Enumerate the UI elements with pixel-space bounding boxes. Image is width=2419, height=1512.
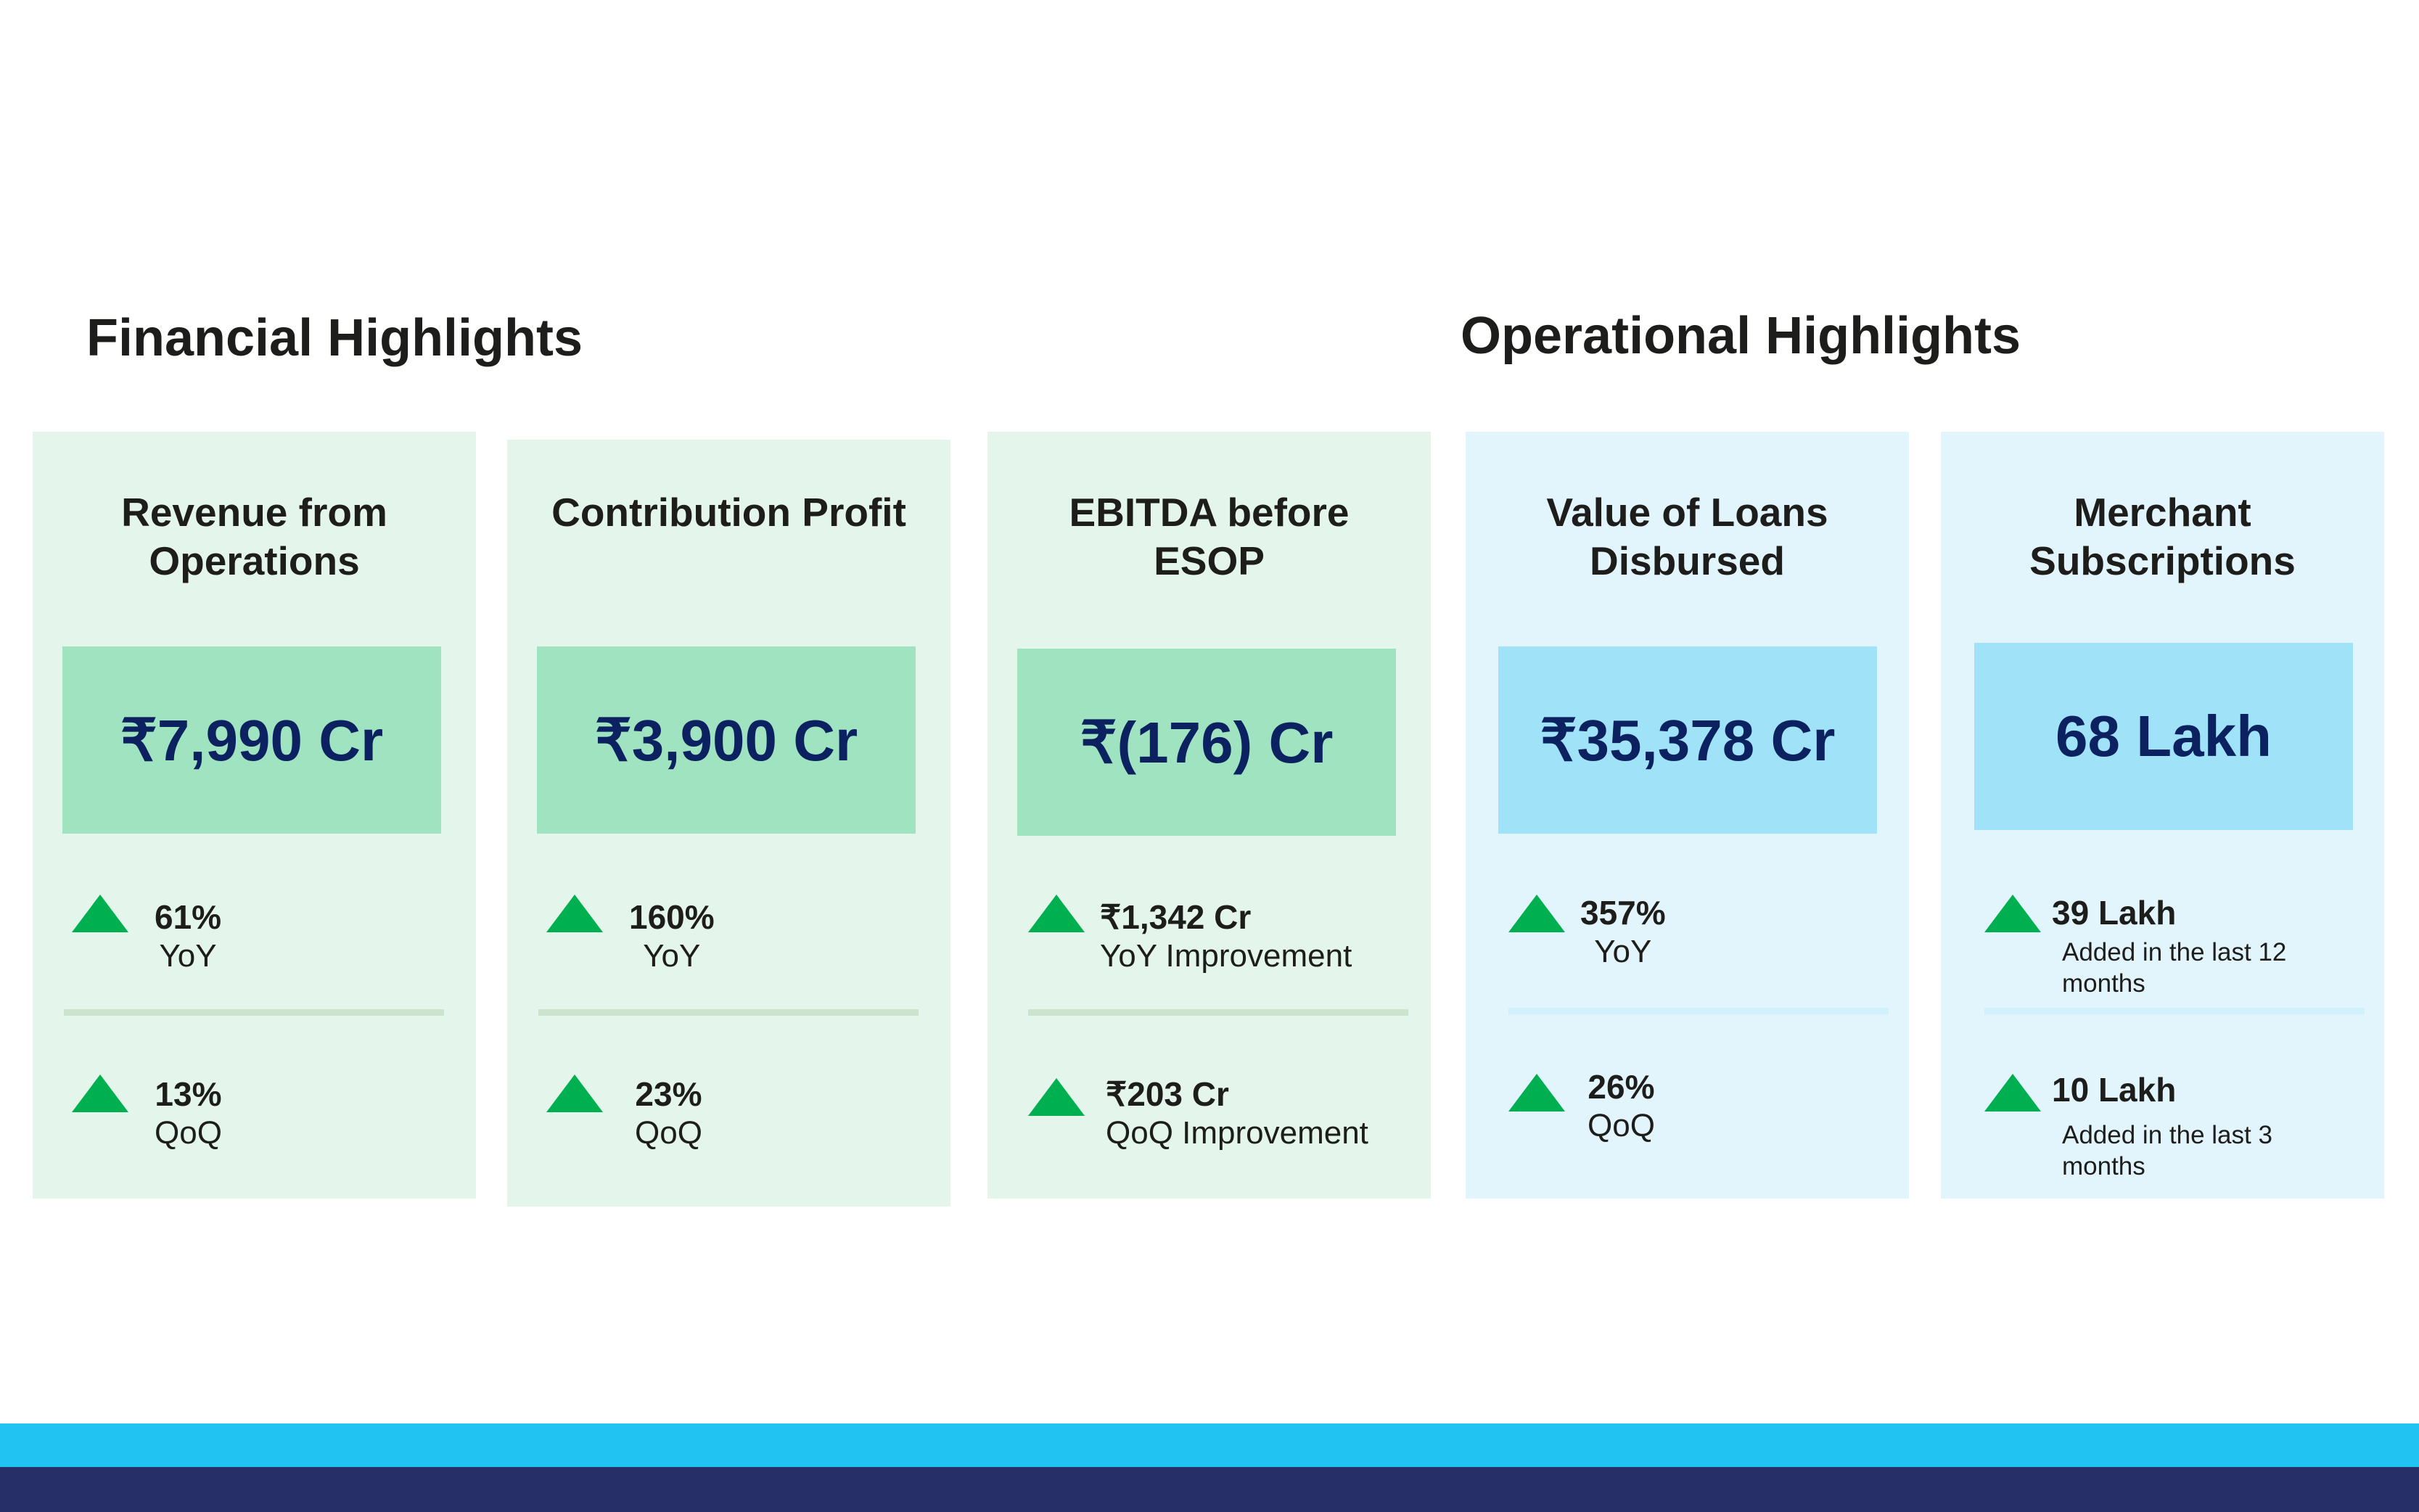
contribution-profit-card: Contribution Profit ₹3,900 Cr 160% YoY 2… bbox=[507, 440, 950, 1207]
metric-label: QoQ bbox=[155, 1115, 222, 1151]
merchant-subscriptions-card: Merchant Subscriptions 68 Lakh 39 Lakh A… bbox=[1941, 432, 2384, 1199]
metric-label: QoQ bbox=[1588, 1108, 1655, 1143]
metric-value: 160% bbox=[629, 898, 715, 936]
12-month-metric: 39 Lakh Added in the last 12 months bbox=[2052, 893, 2357, 999]
metric-label: Added in the last 12 months bbox=[2062, 938, 2287, 998]
revenue-card: Revenue from Operations ₹7,990 Cr 61% Yo… bbox=[33, 432, 476, 1199]
card-value: ₹7,990 Cr bbox=[62, 646, 441, 834]
metric-label: YoY bbox=[1594, 934, 1652, 969]
metric-label: YoY bbox=[159, 938, 217, 974]
qoq-metric: 13% QoQ bbox=[155, 1075, 222, 1153]
metric-value: 357% bbox=[1580, 894, 1666, 932]
financial-highlights-heading: Financial Highlights bbox=[86, 309, 583, 367]
divider bbox=[64, 1009, 444, 1016]
metric-value: 39 Lakh bbox=[2052, 894, 2177, 932]
yoy-metric: 357% YoY bbox=[1580, 893, 1666, 971]
triangle-up-icon bbox=[546, 1075, 603, 1112]
loans-disbursed-card: Value of Loans Disbursed ₹35,378 Cr 357%… bbox=[1466, 432, 1909, 1199]
triangle-up-icon bbox=[1508, 1074, 1565, 1112]
triangle-up-icon bbox=[72, 1075, 128, 1112]
qoq-metric: 23% QoQ bbox=[635, 1075, 702, 1153]
metric-value: 26% bbox=[1588, 1068, 1655, 1106]
triangle-up-icon bbox=[1984, 895, 2041, 932]
triangle-up-icon bbox=[72, 895, 128, 932]
card-value: ₹3,900 Cr bbox=[537, 646, 916, 834]
metric-value: 13% bbox=[155, 1075, 222, 1113]
yoy-metric: 61% YoY bbox=[155, 897, 221, 976]
triangle-up-icon bbox=[546, 895, 603, 932]
card-title: Revenue from Operations bbox=[121, 490, 387, 583]
footer-band-light bbox=[0, 1423, 2419, 1467]
qoq-metric: 26% QoQ bbox=[1588, 1067, 1655, 1146]
metric-value: ₹1,342 Cr bbox=[1100, 898, 1252, 936]
triangle-up-icon bbox=[1508, 895, 1565, 932]
ebitda-card: EBITDA before ESOP ₹(176) Cr ₹1,342 Cr Y… bbox=[987, 432, 1431, 1199]
metric-value: 23% bbox=[635, 1075, 702, 1113]
divider bbox=[1984, 1008, 2365, 1014]
qoq-metric: ₹203 Cr QoQ Improvement bbox=[1106, 1075, 1368, 1153]
card-value: 68 Lakh bbox=[1974, 643, 2353, 830]
divider bbox=[1508, 1008, 1889, 1014]
divider bbox=[1028, 1009, 1408, 1016]
metric-label: YoY bbox=[643, 938, 701, 974]
footer-band-dark bbox=[0, 1467, 2419, 1512]
operational-highlights-heading: Operational Highlights bbox=[1461, 307, 2021, 365]
metric-label: Added in the last 3 months bbox=[2062, 1121, 2272, 1180]
yoy-metric: 160% YoY bbox=[629, 897, 715, 976]
triangle-up-icon bbox=[1028, 1078, 1085, 1116]
metric-label: QoQ Improvement bbox=[1106, 1115, 1368, 1151]
card-value: ₹(176) Cr bbox=[1017, 649, 1396, 836]
card-title: Contribution Profit bbox=[551, 490, 906, 535]
card-title: Merchant Subscriptions bbox=[2029, 490, 2296, 583]
divider bbox=[538, 1009, 919, 1016]
3-month-metric: 10 Lakh Added in the last 3 months bbox=[2052, 1070, 2342, 1182]
metric-value: ₹203 Cr bbox=[1106, 1075, 1229, 1113]
metric-label: YoY Improvement bbox=[1100, 938, 1352, 974]
card-value: ₹35,378 Cr bbox=[1498, 646, 1877, 834]
triangle-up-icon bbox=[1984, 1074, 2041, 1112]
card-title: EBITDA before ESOP bbox=[1069, 490, 1350, 583]
yoy-metric: ₹1,342 Cr YoY Improvement bbox=[1100, 897, 1352, 976]
metric-label: QoQ bbox=[635, 1115, 702, 1151]
triangle-up-icon bbox=[1028, 895, 1085, 932]
metric-value: 10 Lakh bbox=[2052, 1071, 2177, 1109]
card-title: Value of Loans Disbursed bbox=[1546, 490, 1828, 583]
metric-value: 61% bbox=[155, 898, 222, 936]
